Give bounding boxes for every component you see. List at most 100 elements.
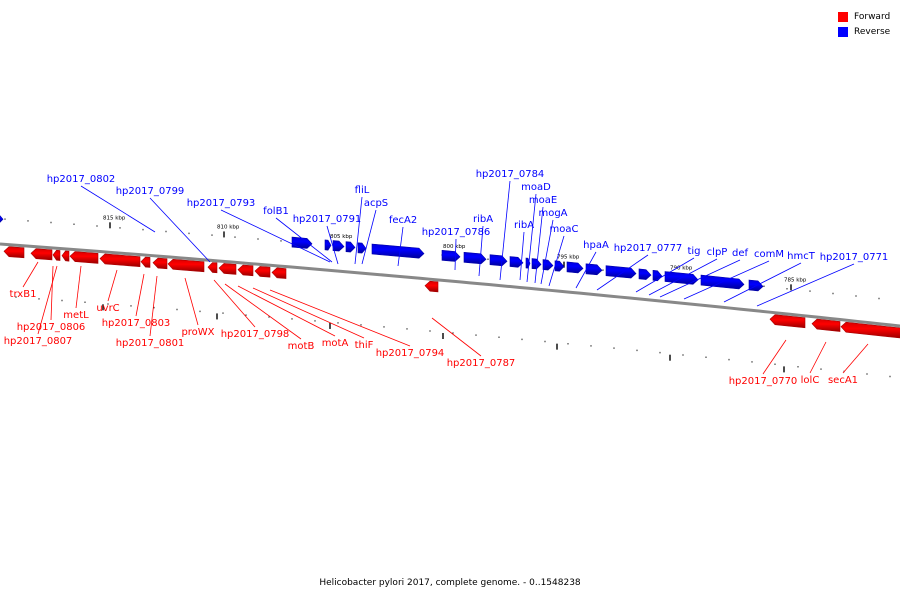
label-leader-line <box>361 209 377 265</box>
label-leader-line <box>275 217 333 263</box>
gene-label[interactable]: acpS <box>364 198 388 209</box>
reverse-gene[interactable] <box>566 261 584 274</box>
gene-label[interactable]: hp2017_0802 <box>47 174 116 185</box>
reverse-gene[interactable] <box>357 242 367 254</box>
gene-label[interactable]: fliL <box>355 185 370 196</box>
genome-backbone <box>0 242 900 328</box>
reverse-gene[interactable] <box>371 243 425 259</box>
reverse-gene[interactable] <box>554 260 565 272</box>
forward-gene[interactable] <box>52 249 61 261</box>
gene-label[interactable]: hpaA <box>583 240 609 251</box>
gene-label[interactable]: ribA <box>473 214 493 225</box>
gene-label[interactable]: hp2017_0770 <box>729 376 798 387</box>
forward-gene[interactable] <box>769 314 806 329</box>
label-leader-line <box>220 209 331 263</box>
gene-label[interactable]: thiF <box>355 340 374 351</box>
forward-gene[interactable] <box>30 248 53 261</box>
forward-gene[interactable] <box>152 257 168 270</box>
gene-label[interactable]: ribA <box>514 220 534 231</box>
gene-label[interactable]: hp2017_0798 <box>221 329 290 340</box>
label-leader-line <box>149 197 211 263</box>
legend-item-reverse: Reverse <box>838 24 890 39</box>
gene-label[interactable]: clpP <box>707 247 728 258</box>
reverse-gene[interactable] <box>531 258 542 270</box>
gene-label[interactable]: hp2017_0791 <box>293 214 362 225</box>
forward-gene[interactable] <box>811 318 841 332</box>
forward-gene[interactable] <box>840 321 900 339</box>
gene-label[interactable]: metL <box>63 310 89 321</box>
label-leader-line <box>80 185 156 233</box>
forward-gene[interactable] <box>237 264 254 277</box>
forward-gene[interactable] <box>167 258 205 273</box>
label-leader-line <box>252 287 365 339</box>
gene-label[interactable]: uvrC <box>96 303 119 314</box>
forward-gene[interactable] <box>61 250 70 262</box>
gene-label[interactable]: hmcT <box>787 251 816 262</box>
label-leader-line <box>237 285 336 337</box>
label-leader-line <box>723 262 802 303</box>
legend: Forward Reverse <box>838 9 890 39</box>
reverse-gene[interactable] <box>638 268 652 280</box>
reverse-gene[interactable] <box>585 263 603 276</box>
label-leader-line <box>213 279 256 328</box>
gene-label[interactable]: motB <box>288 341 315 352</box>
forward-gene[interactable] <box>140 256 151 268</box>
reverse-gene[interactable] <box>332 240 345 252</box>
reverse-gene[interactable] <box>291 236 313 249</box>
gene-label[interactable]: hp2017_0801 <box>116 338 185 349</box>
gene-label[interactable]: fecA2 <box>389 215 417 226</box>
reverse-gene[interactable] <box>542 259 554 271</box>
gene-label[interactable]: hp2017_0787 <box>447 358 516 369</box>
label-leader-line <box>224 283 302 340</box>
forward-gene[interactable] <box>424 280 439 293</box>
gene-label[interactable]: hp2017_0784 <box>476 169 545 180</box>
reverse-gene[interactable] <box>345 241 356 253</box>
forward-gene[interactable] <box>254 266 271 278</box>
gene-label[interactable]: hp2017_0786 <box>422 227 491 238</box>
reverse-gene[interactable] <box>324 239 332 251</box>
gene-label[interactable]: hp2017_0806 <box>17 322 86 333</box>
legend-item-forward: Forward <box>838 9 890 24</box>
scale-label: 815 kbp <box>103 215 126 221</box>
gene-label[interactable]: hp2017_0803 <box>102 318 171 329</box>
forward-gene[interactable] <box>218 263 237 275</box>
gene-label[interactable]: hp2017_0771 <box>820 252 889 263</box>
forward-gene[interactable] <box>271 267 287 279</box>
forward-gene[interactable] <box>207 262 218 274</box>
gene-label[interactable]: hp2017_0777 <box>614 243 683 254</box>
forward-gene[interactable] <box>69 251 99 264</box>
forward-gene[interactable] <box>99 253 141 268</box>
label-leader-line <box>135 273 145 317</box>
gene-label[interactable]: folB1 <box>263 206 289 217</box>
gene-label[interactable]: hp2017_0794 <box>376 348 445 359</box>
gene-label[interactable]: tig <box>687 246 700 257</box>
reverse-gene[interactable] <box>489 254 508 267</box>
gene-label[interactable]: hp2017_0793 <box>187 198 256 209</box>
gene-label[interactable]: motA <box>322 338 349 349</box>
label-leader-line <box>184 277 199 326</box>
scale-label: 805 kbp <box>330 234 353 240</box>
gene-label[interactable]: moaD <box>521 182 551 193</box>
reverse-gene[interactable] <box>463 251 487 265</box>
reverse-gene[interactable] <box>0 214 4 224</box>
gene-label[interactable]: hp2017_0799 <box>116 186 185 197</box>
gene-label[interactable]: moaC <box>550 224 579 235</box>
gene-label[interactable]: trxB1 <box>10 289 37 300</box>
label-leader-line <box>683 260 770 300</box>
reverse-gene[interactable] <box>605 265 637 279</box>
reverse-gene[interactable] <box>441 249 461 262</box>
gene-label[interactable]: def <box>732 248 749 259</box>
scale-label: 810 kbp <box>217 224 240 230</box>
gene-label[interactable]: proWX <box>181 327 214 338</box>
forward-gene[interactable] <box>3 246 25 259</box>
gene-label[interactable]: comM <box>754 249 784 260</box>
gene-label[interactable]: hp2017_0807 <box>4 336 73 347</box>
label-leader-line <box>107 269 118 302</box>
gene-label[interactable]: secA1 <box>828 375 858 386</box>
label-leader-line <box>269 289 411 347</box>
gene-label[interactable]: lolC <box>801 375 820 386</box>
gene-label[interactable]: moaE <box>529 195 557 206</box>
reverse-gene[interactable] <box>509 256 524 268</box>
gene-label[interactable]: mogA <box>538 208 567 219</box>
